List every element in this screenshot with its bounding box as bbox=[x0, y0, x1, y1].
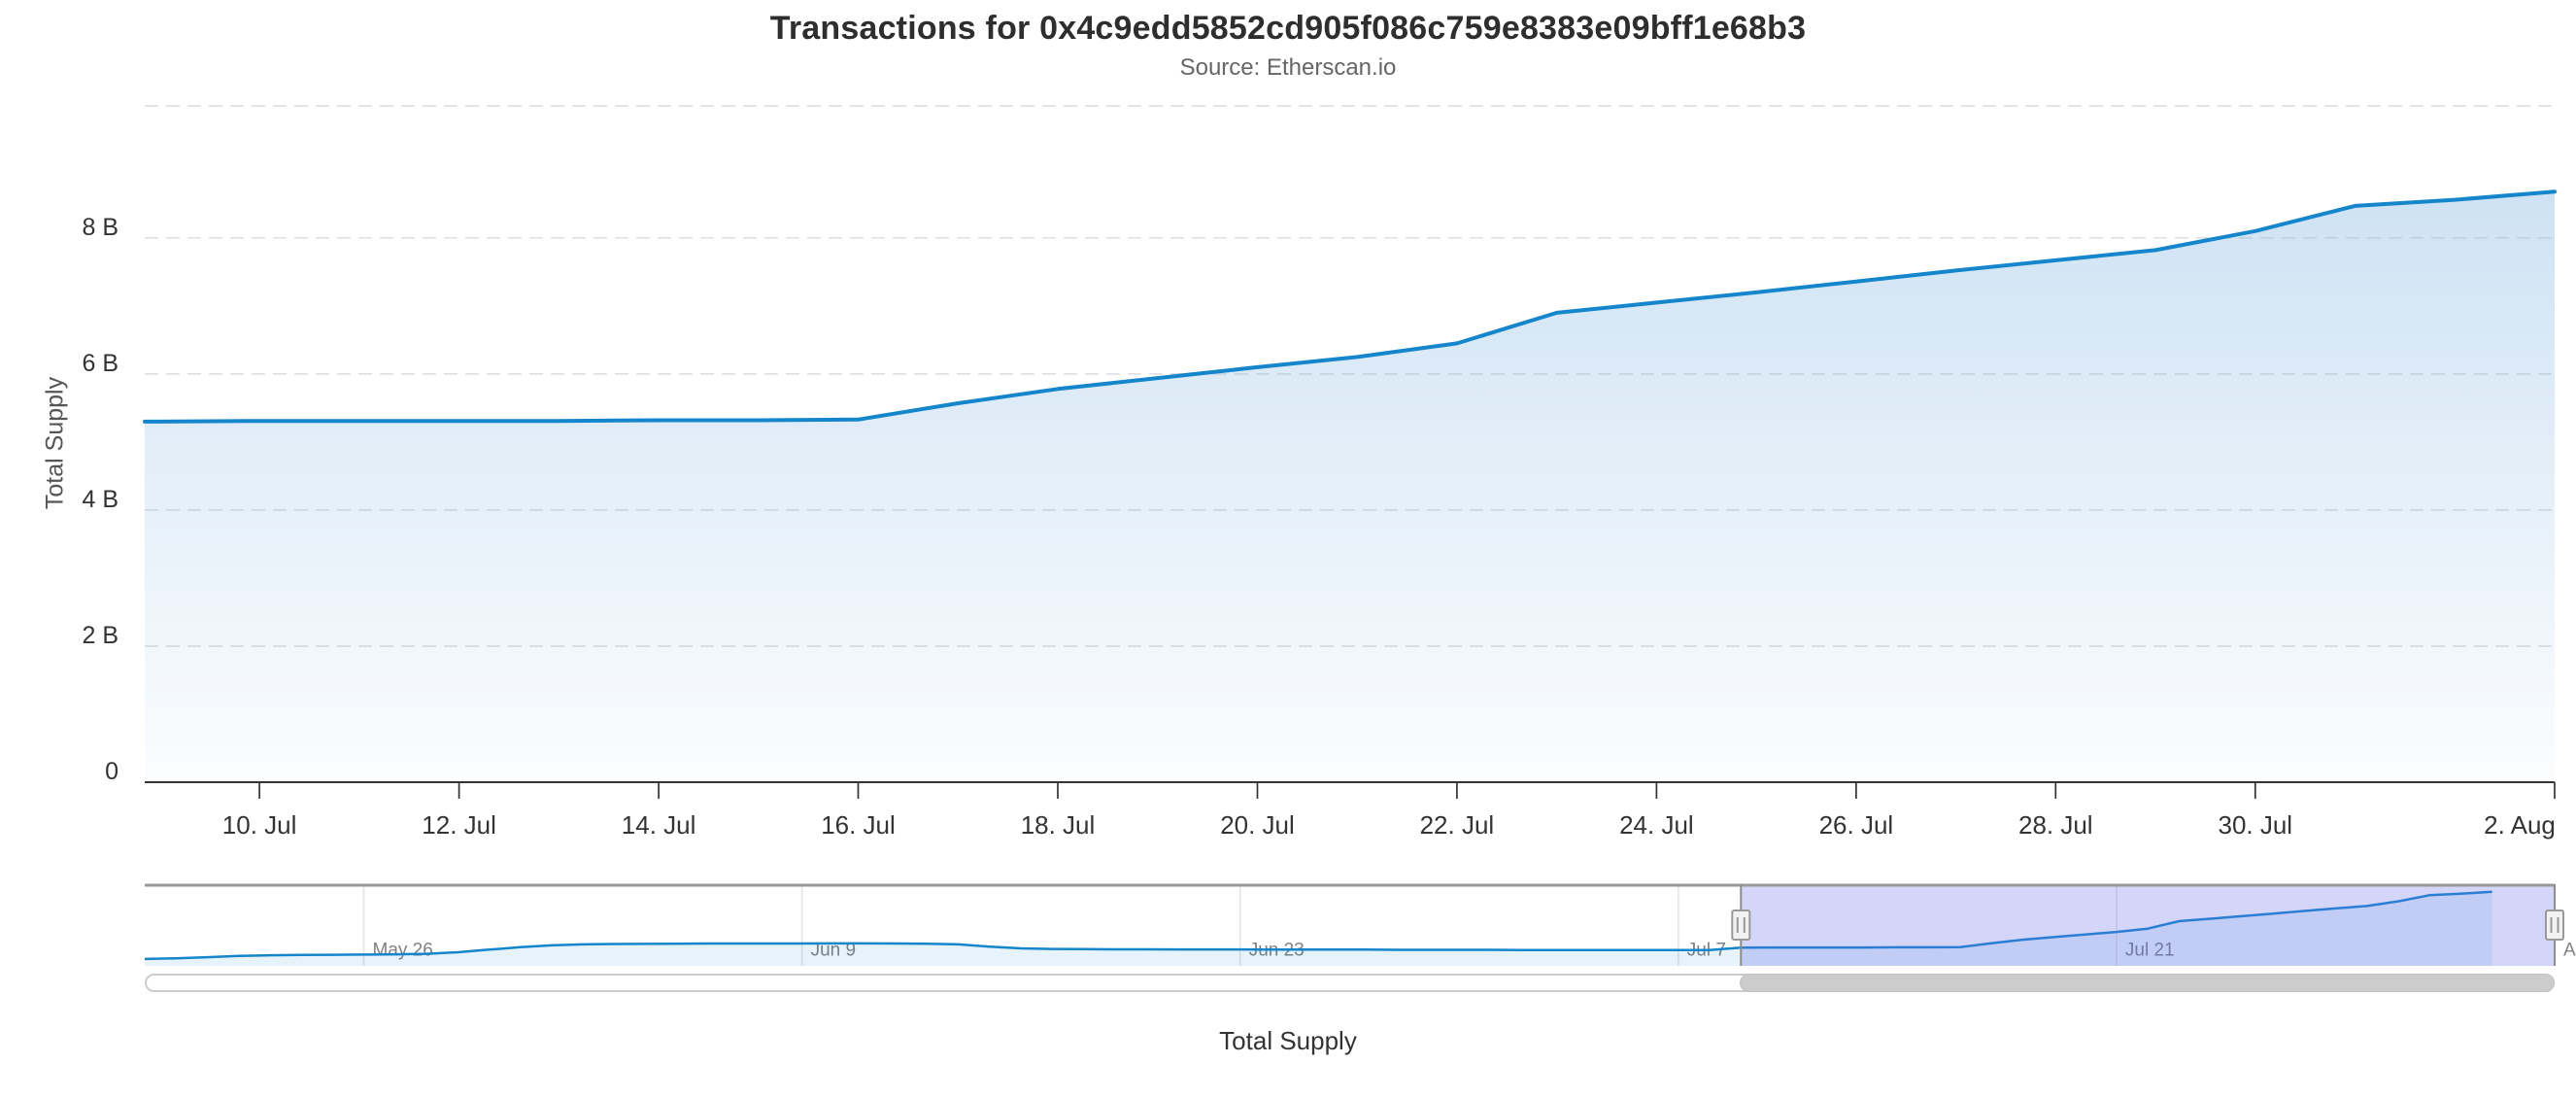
scrollbar-thumb[interactable] bbox=[1740, 974, 2555, 992]
navigator-handle-left[interactable] bbox=[1731, 909, 1751, 941]
total-supply-area bbox=[145, 191, 2555, 782]
y-axis-tick-label: 2 B bbox=[82, 622, 119, 649]
x-axis-tick-label: 26. Jul bbox=[1819, 810, 1894, 840]
legend: Total Supply bbox=[0, 1026, 2576, 1056]
y-axis-tick-label: 4 B bbox=[82, 486, 119, 513]
navigator-line bbox=[144, 890, 2492, 961]
x-axis-tick-label: 28. Jul bbox=[2018, 810, 2093, 840]
navigator-date-label: Jun 9 bbox=[811, 941, 856, 961]
x-axis-tick-label: 14. Jul bbox=[622, 810, 696, 840]
x-axis-tick-label: 22. Jul bbox=[1420, 810, 1495, 840]
y-axis-tick-label: 6 B bbox=[82, 350, 119, 377]
x-axis-tick-label: 18. Jul bbox=[1021, 810, 1096, 840]
x-axis-tick-label: 20. Jul bbox=[1220, 810, 1295, 840]
navigator-handle-right[interactable] bbox=[2545, 909, 2564, 941]
x-axis-tick-label: 10. Jul bbox=[222, 810, 297, 840]
navigator-date-label: Aug 4 bbox=[2563, 941, 2576, 961]
y-axis-tick-label: 0 bbox=[105, 758, 119, 785]
chart-title: Transactions for 0x4c9edd5852cd905f086c7… bbox=[769, 10, 1807, 47]
navigator-date-label: Jul 21 bbox=[2125, 941, 2175, 961]
x-axis-tick-label: 16. Jul bbox=[821, 810, 896, 840]
chart-subtitle: Source: Etherscan.io bbox=[1179, 54, 1397, 81]
x-axis-tick-label: 30. Jul bbox=[2218, 810, 2292, 840]
total-supply-line bbox=[143, 189, 2557, 424]
x-axis-tick-label: 24. Jul bbox=[1619, 810, 1694, 840]
y-axis-tick-label: 8 B bbox=[82, 214, 119, 241]
navigator-selected-range[interactable] bbox=[1741, 886, 2555, 966]
legend-item-total-supply[interactable]: Total Supply bbox=[1219, 1026, 1357, 1055]
x-axis-tick-label: 2. Aug bbox=[2484, 810, 2556, 840]
x-axis-tick-label: 12. Jul bbox=[422, 810, 496, 840]
